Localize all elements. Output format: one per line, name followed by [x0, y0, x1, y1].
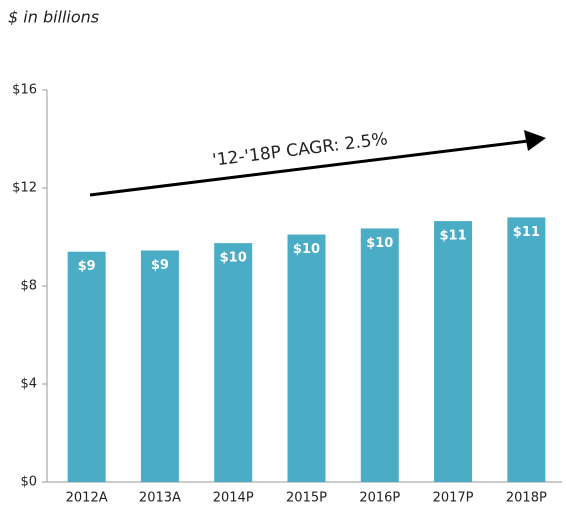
annotation: '12-'18P CAGR: 2.5%	[211, 129, 389, 170]
cagr-arrow	[89, 139, 529, 197]
x-tick-label: 2017P	[433, 491, 474, 505]
y-tick-label: $8	[20, 279, 37, 294]
x-tick-label: 2015P	[286, 491, 327, 505]
value-label: $11	[440, 229, 467, 244]
bar	[360, 228, 399, 482]
arrow-head	[524, 130, 546, 151]
value-label: $9	[78, 259, 96, 274]
value-label: $9	[151, 258, 169, 273]
x-tick-label: 2014P	[213, 491, 254, 505]
value-label: $10	[293, 242, 320, 257]
value-label: $10	[220, 251, 247, 266]
value-label: $11	[513, 225, 540, 240]
bar	[507, 217, 546, 482]
bar	[140, 250, 179, 482]
bar	[67, 251, 106, 482]
bar	[287, 234, 326, 482]
x-tick-label: 2018P	[506, 491, 547, 505]
x-tick-label: 2012A	[66, 491, 108, 505]
x-tick-label: 2016P	[359, 491, 400, 505]
y-tick-label: $0	[20, 475, 37, 490]
y-tick-label: $16	[12, 83, 37, 98]
subtitle: $ in billions	[8, 8, 99, 27]
y-tick-label: $12	[12, 181, 37, 196]
value-label: $10	[366, 236, 393, 251]
x-tick-label: 2013A	[139, 491, 181, 505]
bar	[434, 221, 473, 482]
bar	[214, 243, 253, 482]
y-tick-label: $4	[20, 377, 37, 392]
